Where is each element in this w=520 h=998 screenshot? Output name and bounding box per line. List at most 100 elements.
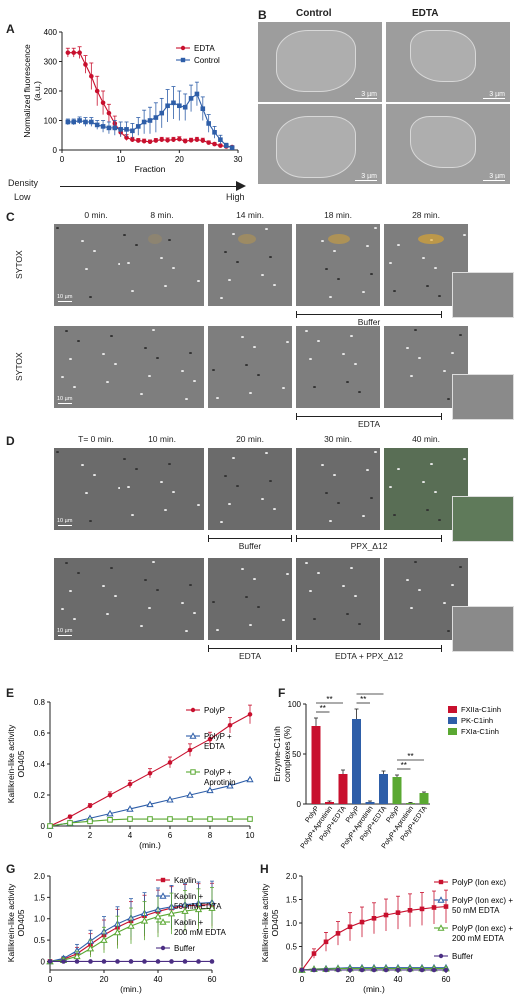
data-point bbox=[71, 119, 77, 125]
data-point bbox=[182, 104, 188, 110]
treatment-bracket bbox=[296, 413, 442, 420]
data-point bbox=[115, 959, 120, 964]
particle bbox=[282, 619, 285, 621]
data-point bbox=[299, 967, 305, 973]
particle bbox=[406, 579, 409, 581]
data-point bbox=[194, 91, 200, 97]
data-point bbox=[100, 100, 106, 106]
particle bbox=[102, 585, 105, 587]
particle bbox=[148, 607, 151, 609]
particle bbox=[81, 464, 84, 466]
panel-label-h: H bbox=[260, 862, 269, 876]
particle bbox=[148, 375, 151, 377]
particle bbox=[106, 381, 109, 383]
d-time-label: 30 min. bbox=[324, 434, 352, 444]
x-tick-label: 4 bbox=[128, 831, 133, 840]
particle bbox=[459, 334, 462, 336]
particle bbox=[282, 387, 285, 389]
d-frame bbox=[120, 448, 204, 530]
y-axis-label: Kallikrein-like activity bbox=[6, 883, 16, 962]
particle bbox=[451, 584, 454, 586]
particle bbox=[156, 589, 159, 591]
y-tick-label: 50 bbox=[292, 750, 301, 759]
data-point bbox=[218, 143, 223, 148]
particle bbox=[269, 480, 272, 482]
c-frame bbox=[208, 326, 292, 408]
data-point bbox=[159, 137, 165, 142]
data-point bbox=[135, 124, 141, 129]
fluorescence-spot bbox=[238, 234, 256, 244]
particle bbox=[164, 509, 167, 511]
d-frame bbox=[296, 558, 380, 640]
scale-bar-line bbox=[355, 180, 377, 181]
treatment-label: EDTA bbox=[357, 419, 381, 429]
particle bbox=[434, 491, 437, 493]
data-point bbox=[65, 50, 71, 55]
particle bbox=[265, 228, 268, 230]
particle bbox=[73, 386, 76, 388]
fluorescence-spot bbox=[148, 234, 162, 244]
bar bbox=[352, 719, 361, 804]
particle bbox=[337, 502, 340, 504]
data-point bbox=[146, 800, 154, 808]
y-axis-label: Kallikrein-like activity bbox=[260, 883, 270, 962]
legend-marker bbox=[190, 707, 196, 713]
particle bbox=[406, 347, 409, 349]
particle bbox=[189, 584, 192, 586]
particle bbox=[135, 244, 138, 246]
treatment-label: PPX_Δ12 bbox=[350, 541, 388, 551]
c-time-label: 18 min. bbox=[324, 210, 352, 220]
data-point bbox=[419, 906, 425, 912]
treatment-label: Buffer bbox=[238, 541, 262, 551]
y-tick-label: 0 bbox=[53, 146, 58, 155]
data-point bbox=[118, 127, 123, 132]
scale-bar-label: 10 µm bbox=[57, 396, 73, 402]
data-point bbox=[212, 130, 217, 135]
y-axis-label: complexes (%) bbox=[282, 726, 292, 782]
particle bbox=[265, 452, 268, 454]
particle bbox=[261, 274, 264, 276]
em-edta-1: 3 µm bbox=[386, 22, 510, 102]
particle bbox=[65, 330, 68, 332]
data-point bbox=[155, 959, 161, 964]
data-point bbox=[128, 959, 134, 964]
particle bbox=[325, 268, 328, 270]
particle bbox=[261, 498, 264, 500]
scale-bar-label: 10 µm bbox=[57, 518, 73, 524]
scale-bar-label: 10 µm bbox=[57, 294, 73, 300]
particle bbox=[93, 250, 96, 252]
legend-marker bbox=[437, 924, 445, 931]
y-tick-label: 1.0 bbox=[34, 915, 46, 924]
c-inset bbox=[452, 272, 514, 318]
em-edta-2: 3 µm bbox=[386, 104, 510, 184]
significance-label: ** bbox=[360, 695, 366, 704]
particle bbox=[257, 374, 260, 376]
data-point bbox=[395, 910, 401, 915]
data-point bbox=[323, 939, 329, 945]
bar bbox=[406, 803, 415, 804]
legend-marker bbox=[190, 769, 196, 775]
legend-label: EDTA bbox=[204, 742, 225, 751]
data-point bbox=[61, 959, 66, 964]
particle bbox=[197, 504, 200, 506]
particle bbox=[224, 251, 227, 253]
legend-marker bbox=[159, 918, 167, 925]
particle bbox=[77, 340, 80, 342]
particle bbox=[61, 608, 64, 610]
fluorescence-spot bbox=[328, 234, 350, 244]
data-point bbox=[246, 775, 254, 783]
scale-bar-label: 3 µm bbox=[489, 173, 505, 180]
x-tick-label: 20 bbox=[175, 155, 184, 164]
bar bbox=[325, 802, 334, 804]
data-point bbox=[77, 50, 82, 55]
legend-label: Kaolin bbox=[174, 876, 196, 885]
y-tick-label: 0 bbox=[41, 957, 46, 966]
particle bbox=[89, 520, 92, 522]
particle bbox=[224, 475, 227, 477]
y-axis-label: OD405 bbox=[16, 909, 26, 936]
legend-marker bbox=[160, 945, 166, 951]
chart-g: 0 0.5 1.0 1.5 2.0 0 20 40 60 (min.) Kallikrein-lik… bbox=[6, 872, 227, 994]
data-point bbox=[107, 792, 113, 798]
particle bbox=[245, 596, 248, 598]
particle bbox=[93, 474, 96, 476]
